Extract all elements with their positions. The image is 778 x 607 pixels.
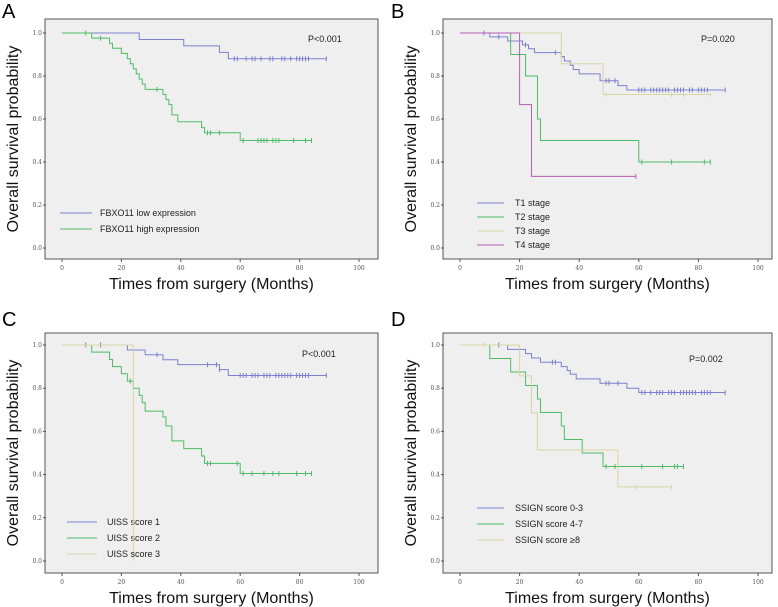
x-tick-label: 20	[118, 579, 126, 586]
y-tick-label: 0.2	[32, 515, 42, 522]
x-tick-label: 80	[695, 579, 703, 586]
x-tick-label: 60	[236, 265, 244, 272]
km-panel-d: D 0 20 40 60 80 100 0.0 0.2 0.4 0.6 0.8 1.0 Times fro…	[389, 304, 778, 607]
y-tick-label: 0.6	[430, 116, 440, 123]
y-tick-label: 0.0	[430, 245, 440, 252]
survival-curve	[62, 32, 312, 141]
legend-label: T1 stage	[515, 198, 550, 208]
legend-label: T3 stage	[515, 226, 550, 236]
y-tick-label: 0.8	[32, 73, 42, 80]
y-tick-label: 0.2	[32, 202, 42, 209]
y-tick-label: 0.2	[430, 202, 440, 209]
x-tick-label: 100	[752, 579, 764, 586]
km-panel-b: B 0 20 40 60 80 100 0.0 0.2 0.4 0.6 0.8 1.0 Times fro…	[389, 0, 778, 303]
y-tick-label: 1.0	[430, 30, 440, 37]
p-value: P=0.020	[701, 34, 735, 44]
y-tick-label: 0.4	[32, 159, 42, 166]
legend-label: SSIGN score 4-7	[515, 519, 583, 529]
x-tick-label: 0	[458, 265, 462, 272]
y-tick-label: 1.0	[32, 30, 42, 37]
y-tick-label: 0.2	[430, 515, 440, 522]
y-axis-title: Overall survival probability	[5, 360, 22, 547]
x-tick-label: 0	[458, 579, 462, 586]
x-tick-label: 40	[177, 579, 185, 586]
x-tick-label: 80	[296, 265, 304, 272]
x-tick-label: 60	[635, 265, 643, 272]
plot-area	[44, 332, 379, 574]
survival-curve	[460, 32, 711, 95]
x-axis-title: Times from surgery (Months)	[109, 276, 314, 293]
y-tick-label: 0.6	[32, 116, 42, 123]
y-tick-label: 0.8	[32, 385, 42, 392]
km-panel-a: A 0 20 40 60 80 100 0.0 0.2 0.4 0.6 0.8 1.0 Times fro…	[0, 0, 389, 303]
y-axis-title: Overall survival probability	[403, 46, 420, 233]
y-tick-label: 0.4	[430, 472, 440, 479]
survival-curve	[62, 344, 312, 475]
x-tick-label: 100	[752, 265, 764, 272]
plot-area	[44, 18, 379, 260]
legend-label: FBXO11 low expression	[100, 208, 196, 218]
y-tick-label: 0.0	[32, 558, 42, 565]
p-value: P<0.001	[302, 349, 336, 359]
panel-label: B	[391, 1, 404, 23]
y-tick-label: 0.4	[32, 472, 42, 479]
x-tick-label: 60	[236, 579, 244, 586]
km-chart-d: D 0 20 40 60 80 100 0.0 0.2 0.4 0.6 0.8 1.0 Times fro…	[391, 309, 773, 607]
plot-area	[442, 332, 773, 574]
x-tick-label: 40	[177, 265, 185, 272]
x-tick-label: 80	[296, 579, 304, 586]
km-chart-b: B 0 20 40 60 80 100 0.0 0.2 0.4 0.6 0.8 1.0 Times fro…	[391, 1, 773, 293]
survival-curve	[460, 32, 636, 177]
x-tick-label: 60	[635, 579, 643, 586]
x-tick-label: 20	[118, 265, 126, 272]
km-panel-c: C 0 20 40 60 80 100 0.0 0.2 0.4 0.6 0.8 1.0 Times fro…	[0, 304, 389, 607]
legend-label: FBXO11 high expression	[100, 224, 199, 234]
y-axis-title: Overall survival probability	[403, 360, 420, 547]
survival-curve	[62, 344, 327, 376]
p-value: P=0.002	[689, 354, 723, 364]
y-tick-label: 0.4	[430, 159, 440, 166]
y-tick-label: 0.0	[32, 245, 42, 252]
legend-label: SSIGN score ≥8	[515, 535, 580, 545]
x-axis-title: Times from surgery (Months)	[109, 590, 314, 607]
y-tick-label: 1.0	[430, 342, 440, 349]
y-tick-label: 0.8	[430, 73, 440, 80]
panel-label: D	[391, 309, 405, 331]
x-axis-title: Times from surgery (Months)	[505, 276, 710, 293]
km-chart-c: C 0 20 40 60 80 100 0.0 0.2 0.4 0.6 0.8 1.0 Times fro…	[2, 309, 379, 607]
x-tick-label: 80	[695, 265, 703, 272]
survival-curve	[62, 32, 327, 60]
y-tick-label: 1.0	[32, 342, 42, 349]
panel-label: A	[2, 1, 16, 23]
x-tick-label: 100	[353, 265, 365, 272]
x-tick-label: 100	[353, 579, 365, 586]
p-value: P<0.001	[308, 34, 342, 44]
legend-label: T4 stage	[515, 240, 550, 250]
survival-curve	[460, 344, 726, 394]
survival-curve	[62, 344, 134, 561]
x-axis-title: Times from surgery (Months)	[505, 590, 710, 607]
x-tick-label: 0	[60, 579, 64, 586]
legend-label: UISS score 3	[107, 549, 160, 559]
survival-curve	[460, 344, 684, 467]
survival-curve	[460, 32, 711, 163]
x-tick-label: 40	[575, 579, 583, 586]
panel-label: C	[2, 309, 16, 331]
plot-area	[442, 18, 773, 260]
y-tick-label: 0.6	[430, 428, 440, 435]
y-axis-title: Overall survival probability	[5, 46, 22, 233]
x-tick-label: 0	[60, 265, 64, 272]
km-chart-a: A 0 20 40 60 80 100 0.0 0.2 0.4 0.6 0.8 1.0 Times fro…	[2, 1, 379, 293]
legend-label: T2 stage	[515, 212, 550, 222]
y-tick-label: 0.6	[32, 428, 42, 435]
x-tick-label: 20	[516, 265, 524, 272]
y-tick-label: 0.8	[430, 385, 440, 392]
x-tick-label: 20	[516, 579, 524, 586]
x-tick-label: 40	[575, 265, 583, 272]
survival-curve	[460, 344, 672, 488]
legend-label: SSIGN score 0-3	[515, 503, 583, 513]
y-tick-label: 0.0	[430, 558, 440, 565]
